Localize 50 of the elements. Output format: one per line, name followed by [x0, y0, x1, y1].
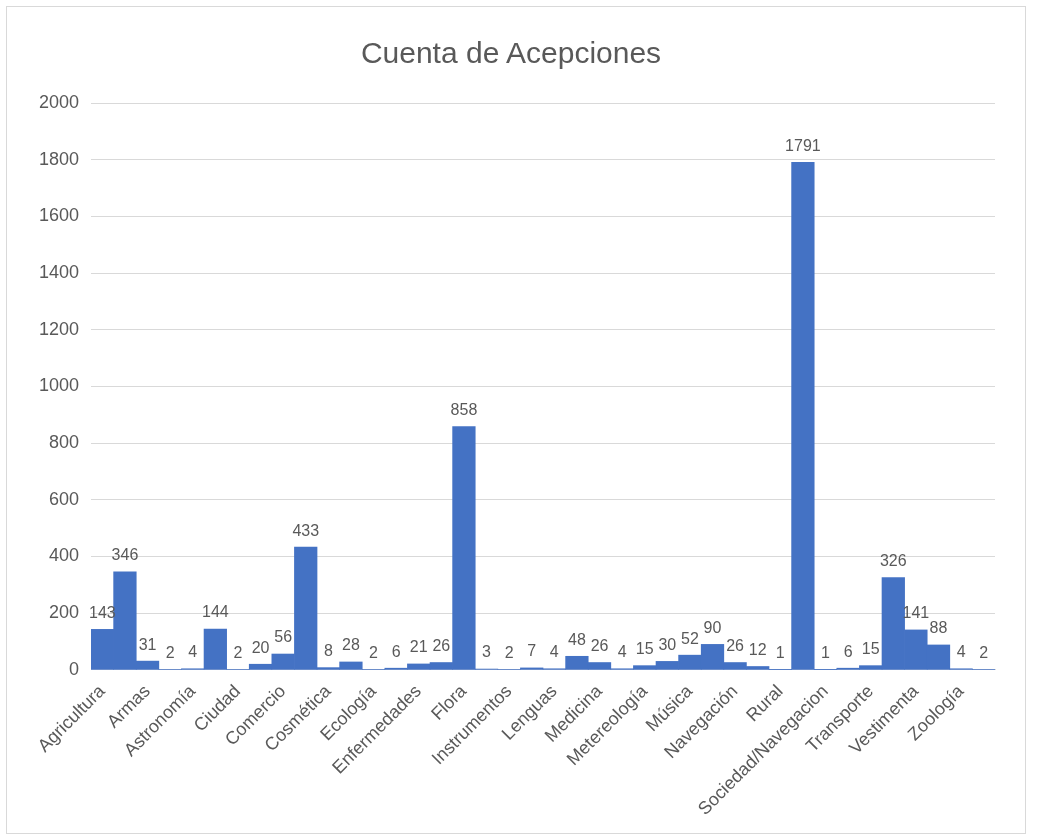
- data-label: 1: [821, 644, 831, 662]
- data-label: 3: [482, 643, 492, 661]
- data-label: 2: [979, 643, 989, 661]
- data-label: 6: [391, 642, 401, 660]
- data-label: 88: [929, 619, 948, 637]
- data-label: 48: [568, 630, 586, 648]
- data-label: 31: [138, 635, 157, 653]
- y-tick-label: 200: [49, 602, 80, 623]
- data-label: 4: [549, 643, 559, 661]
- data-label: 1791: [785, 136, 821, 154]
- data-label: 4: [956, 643, 966, 661]
- data-label: 15: [861, 640, 880, 658]
- data-label: 26: [432, 636, 451, 654]
- data-label: 30: [658, 635, 677, 653]
- data-label: 56: [274, 628, 293, 646]
- data-label: 7: [527, 642, 537, 660]
- y-tick-label: 1400: [39, 262, 80, 283]
- y-tick-label: 800: [49, 432, 80, 453]
- data-label: 26: [726, 636, 745, 654]
- y-tick-label: 1600: [39, 205, 80, 226]
- data-label: 4: [188, 643, 198, 661]
- y-tick-label: 1000: [39, 375, 80, 396]
- data-label: 90: [703, 618, 722, 636]
- data-label: 433: [292, 521, 320, 539]
- data-label: 20: [251, 638, 270, 656]
- y-tick-label: 1800: [39, 148, 80, 169]
- data-label: 15: [635, 640, 654, 658]
- data-label: 346: [111, 546, 139, 564]
- data-label: 26: [590, 636, 609, 654]
- y-tick-label: 2000: [39, 91, 80, 112]
- data-label: 52: [681, 629, 699, 647]
- data-label: 1: [775, 644, 785, 662]
- data-label: 2: [165, 643, 175, 661]
- y-tick-label: 400: [49, 545, 80, 566]
- data-label: 858: [450, 401, 478, 419]
- data-label: 2: [233, 643, 243, 661]
- data-label: 326: [879, 551, 907, 569]
- data-label: 8: [323, 642, 333, 660]
- data-label: 144: [201, 603, 229, 621]
- y-tick-label: 1200: [39, 318, 80, 339]
- y-tick-label: 0: [69, 658, 80, 679]
- data-label: 2: [369, 643, 379, 661]
- data-label: 12: [748, 640, 767, 658]
- data-label: 2: [504, 643, 514, 661]
- data-label: 4: [617, 643, 627, 661]
- chart-title: Cuenta de Acepciones: [360, 36, 662, 70]
- y-tick-label: 600: [49, 488, 80, 509]
- data-label: 28: [342, 636, 360, 654]
- data-label: 21: [409, 638, 428, 656]
- data-label: 6: [843, 642, 853, 660]
